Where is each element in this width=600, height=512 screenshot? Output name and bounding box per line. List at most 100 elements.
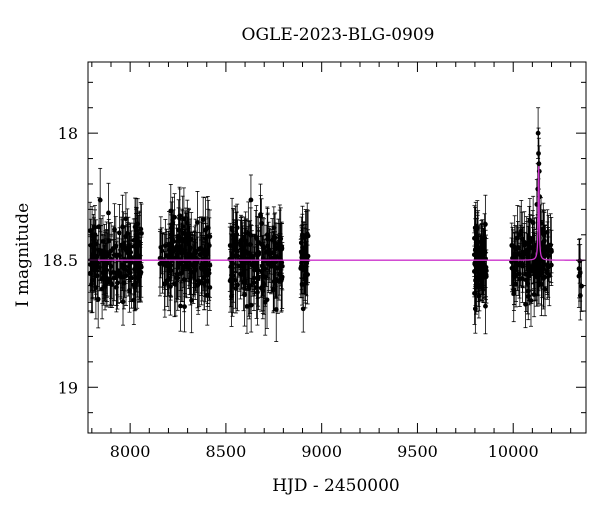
data-point bbox=[544, 268, 550, 274]
data-point bbox=[259, 221, 265, 226]
data-point bbox=[172, 214, 177, 220]
data-point bbox=[131, 243, 137, 249]
data-point bbox=[472, 306, 478, 312]
data-point bbox=[138, 226, 144, 232]
data-point bbox=[527, 245, 533, 251]
data-point bbox=[205, 278, 211, 284]
data-point bbox=[137, 274, 143, 280]
data-point bbox=[123, 233, 129, 239]
data-point bbox=[227, 256, 233, 262]
data-point bbox=[203, 248, 209, 253]
data-point bbox=[92, 256, 98, 262]
data-point bbox=[111, 275, 117, 281]
data-point bbox=[304, 232, 310, 238]
data-point bbox=[109, 282, 115, 287]
data-point bbox=[200, 216, 206, 222]
data-point bbox=[173, 281, 179, 287]
data-point bbox=[539, 267, 545, 273]
data-point bbox=[99, 276, 105, 281]
x-tick-label: 8000 bbox=[110, 442, 151, 461]
data-point bbox=[98, 248, 104, 254]
data-point bbox=[548, 247, 554, 253]
data-point bbox=[87, 271, 93, 277]
data-point bbox=[114, 271, 120, 277]
data-point bbox=[168, 284, 173, 289]
chart-title: OGLE-2023-BLG-0909 bbox=[242, 25, 435, 45]
data-point bbox=[523, 277, 529, 283]
data-point bbox=[546, 273, 552, 278]
data-point bbox=[121, 241, 126, 247]
data-point bbox=[233, 247, 239, 253]
data-point bbox=[509, 243, 515, 248]
data-point bbox=[268, 260, 274, 266]
data-point bbox=[118, 274, 123, 280]
data-point bbox=[181, 247, 187, 253]
data-point bbox=[190, 252, 195, 258]
data-point bbox=[576, 266, 582, 272]
data-layer bbox=[87, 107, 584, 342]
data-point bbox=[162, 281, 168, 287]
data-point bbox=[97, 265, 102, 270]
data-point bbox=[176, 233, 181, 239]
data-point bbox=[266, 248, 272, 254]
data-point bbox=[272, 240, 278, 246]
data-point bbox=[472, 247, 478, 253]
data-point bbox=[540, 230, 546, 235]
data-point bbox=[131, 282, 136, 288]
data-point bbox=[248, 197, 254, 203]
data-point bbox=[104, 250, 110, 256]
data-point bbox=[254, 236, 260, 242]
data-point bbox=[139, 230, 144, 236]
data-point bbox=[515, 251, 521, 257]
data-point bbox=[526, 235, 532, 240]
y-tick-label: 18 bbox=[58, 124, 78, 143]
data-point bbox=[249, 253, 255, 259]
data-point bbox=[196, 246, 202, 252]
data-point bbox=[483, 268, 489, 274]
data-point bbox=[97, 197, 103, 203]
x-tick-label: 10000 bbox=[488, 442, 539, 461]
data-point bbox=[207, 262, 213, 268]
data-point bbox=[270, 287, 276, 293]
data-point bbox=[162, 243, 168, 249]
data-point bbox=[252, 262, 258, 268]
data-point bbox=[159, 248, 165, 254]
data-point bbox=[245, 251, 251, 257]
x-axis-label: HJD - 2450000 bbox=[272, 476, 400, 496]
data-point bbox=[170, 246, 176, 252]
data-point bbox=[530, 220, 536, 226]
y-tick-label: 19 bbox=[58, 378, 78, 397]
model-curve bbox=[88, 166, 585, 261]
data-point bbox=[534, 261, 540, 267]
data-point bbox=[184, 220, 190, 226]
data-point bbox=[175, 275, 181, 281]
data-point bbox=[238, 242, 243, 248]
data-point bbox=[235, 253, 241, 259]
data-point bbox=[277, 242, 283, 248]
data-point bbox=[483, 303, 488, 309]
data-point bbox=[542, 253, 548, 259]
data-point bbox=[178, 303, 183, 309]
data-point bbox=[260, 283, 266, 289]
data-point bbox=[127, 288, 132, 293]
model-layer bbox=[88, 166, 585, 261]
data-point bbox=[205, 234, 211, 239]
data-point bbox=[95, 273, 100, 279]
data-point bbox=[271, 235, 277, 240]
data-point bbox=[244, 304, 250, 309]
data-point bbox=[262, 299, 268, 305]
data-point bbox=[278, 236, 284, 242]
data-point bbox=[92, 265, 98, 271]
data-point bbox=[195, 220, 200, 225]
x-tick-label: 8500 bbox=[206, 442, 247, 461]
data-point bbox=[202, 270, 208, 275]
data-point bbox=[115, 280, 120, 286]
data-point bbox=[128, 260, 134, 265]
x-tick-label: 9000 bbox=[301, 442, 342, 461]
data-point bbox=[195, 282, 201, 288]
data-point bbox=[232, 243, 238, 249]
data-point bbox=[265, 243, 270, 249]
data-point bbox=[189, 298, 195, 303]
data-point bbox=[117, 230, 122, 236]
data-point bbox=[231, 236, 236, 242]
